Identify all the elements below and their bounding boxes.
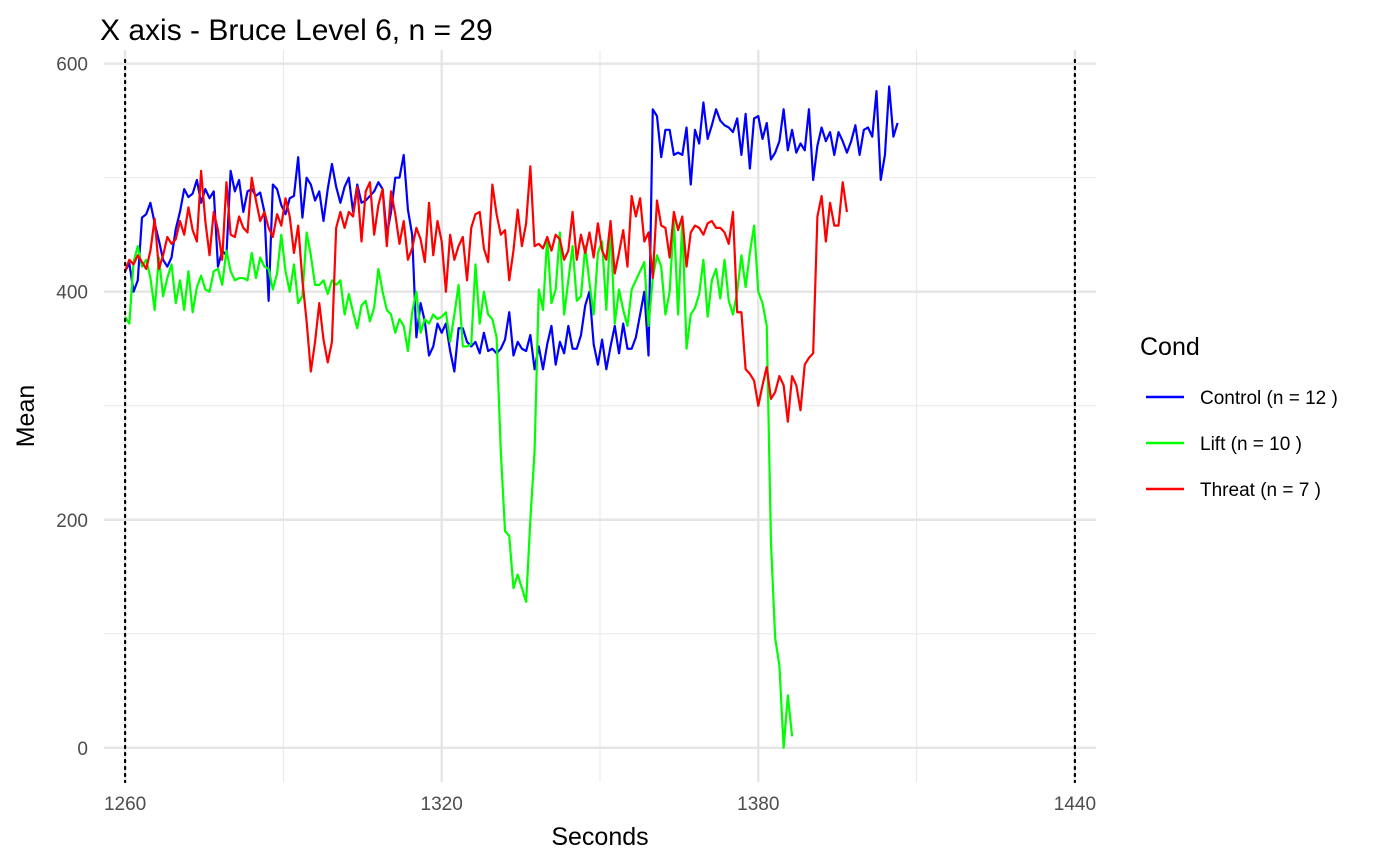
reference-lines xyxy=(124,58,1076,784)
legend-label: Control (n = 12 ) xyxy=(1200,388,1338,409)
y-tick-label: 0 xyxy=(77,739,88,760)
legend-label: Threat (n = 7 ) xyxy=(1200,480,1321,501)
x-axis-title: Seconds xyxy=(551,823,648,851)
series-line xyxy=(124,85,899,373)
legend-title: Cond xyxy=(1140,333,1200,361)
y-tick-label: 400 xyxy=(56,283,88,304)
x-tick-label: 1320 xyxy=(421,794,463,815)
y-tick-label: 600 xyxy=(56,55,88,76)
y-tick-labels: 0 200 400 600 xyxy=(56,55,88,760)
minor-gridlines xyxy=(104,50,1096,782)
y-tick-label: 200 xyxy=(56,511,88,532)
series-lines xyxy=(124,85,899,749)
y-axis-title: Mean xyxy=(12,385,40,448)
x-tick-label: 1380 xyxy=(737,794,779,815)
major-gridlines xyxy=(104,50,1096,782)
chart-title: X axis - Bruce Level 6, n = 29 xyxy=(100,14,493,47)
series-line xyxy=(124,217,794,749)
series-line xyxy=(124,165,849,423)
x-tick-label: 1260 xyxy=(104,794,146,815)
x-tick-label: 1440 xyxy=(1054,794,1096,815)
legend-label: Lift (n = 10 ) xyxy=(1200,434,1302,455)
legend: Cond Control (n = 12 ) Lift (n = 10 ) Thre… xyxy=(1140,333,1338,501)
x-tick-labels: 1260 1320 1380 1440 xyxy=(104,794,1096,815)
